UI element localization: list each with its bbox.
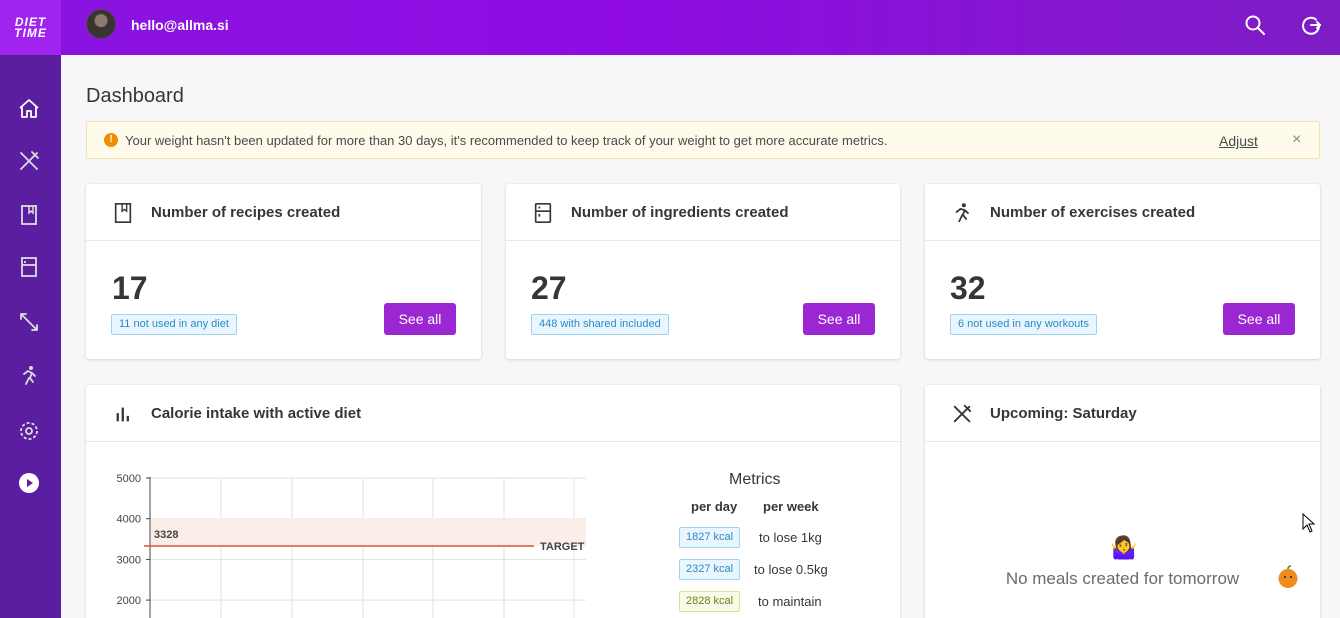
card-header: Upcoming: Saturday [925,385,1320,442]
card-header: Number of exercises created [925,184,1320,241]
ingredients-tag: 448 with shared included [531,314,669,335]
top-bar: DIET TIME hello@allma.si [0,0,1340,55]
exercises-tag: 6 not used in any workouts [950,314,1097,335]
alert-text: Your weight hasn't been updated for more… [125,133,888,148]
running-icon [955,203,969,223]
target-band [150,518,586,547]
target-value-label: 3328 [154,529,178,541]
y-ticks: 5000 4000 3000 2000 [117,473,150,607]
mouse-cursor-icon [1302,513,1316,533]
goal-text: to lose 1kg [759,530,822,545]
empty-meals-text: No meals created for tomorrow [1005,569,1240,588]
exercises-count: 32 [950,270,986,306]
weight-alert: ! Your weight hasn't been updated for mo… [86,121,1320,159]
gear-icon[interactable] [17,419,41,443]
close-icon[interactable]: × [1292,131,1302,148]
logo-line-1: DIET [14,14,47,29]
see-all-exercises-button[interactable]: See all [1223,303,1295,335]
card-title: Number of recipes created [151,204,341,221]
chart-grid [150,477,586,618]
utensils-icon [953,404,972,423]
card-title: Number of ingredients created [571,204,789,221]
app-logo[interactable]: DIET TIME [0,0,61,55]
calorie-card: Calorie intake with active diet 5000 4000… [86,385,900,618]
bar-chart-icon [116,407,129,422]
shrug-emoji: 🤷‍♀️ [1110,535,1138,560]
metrics-title: Metrics [729,471,781,488]
home-icon[interactable] [17,97,41,121]
target-name-label: TARGET [540,541,585,553]
kcal-tag: 1827 kcal [679,527,741,548]
recipes-count: 17 [112,270,148,306]
kcal-tag: 2327 kcal [679,559,741,580]
book-icon[interactable] [17,203,41,227]
card-title: Calorie intake with active diet [151,405,362,422]
logo-line-2: TIME [14,25,47,40]
adjust-link[interactable]: Adjust [1219,133,1258,149]
upcoming-card: Upcoming: Saturday 🤷‍♀️ No meals created… [925,385,1320,618]
exercises-card: Number of exercises created 32 6 not use… [925,184,1320,359]
utensils-icon[interactable] [17,149,41,173]
search-icon[interactable] [1243,13,1267,37]
orange-icon[interactable] [1276,565,1300,589]
sidebar [0,55,61,618]
page-title: Dashboard [86,85,184,107]
see-all-ingredients-button[interactable]: See all [803,303,875,335]
ingredients-card: Number of ingredients created 27 448 wit… [506,184,900,359]
warning-icon: ! [104,133,118,147]
per-day-header: per day [691,499,738,514]
y-tick-label: 3000 [117,554,141,566]
play-icon[interactable] [17,471,41,495]
recipes-card: Number of recipes created 17 11 not used… [86,184,481,359]
recipes-tag: 11 not used in any diet [111,314,237,335]
y-tick-label: 4000 [117,514,141,526]
card-title: Upcoming: Saturday [990,405,1137,422]
card-header: Number of ingredients created [506,184,900,241]
see-all-recipes-button[interactable]: See all [384,303,456,335]
fridge-icon [534,203,552,223]
y-tick-label: 5000 [117,473,141,485]
fridge-icon[interactable] [17,255,41,279]
card-header: Number of recipes created [86,184,481,241]
kcal-tag: 2828 kcal [679,591,741,612]
avatar[interactable] [86,9,116,39]
card-header: Calorie intake with active diet [86,385,900,442]
y-tick-label: 2000 [117,595,141,607]
per-week-header: per week [763,499,819,514]
expand-icon[interactable] [17,310,41,334]
calorie-chart: 5000 4000 3000 2000 3328 TARGET [117,473,586,618]
logout-icon[interactable] [1299,13,1323,37]
running-icon[interactable] [17,364,41,388]
goal-text: to maintain [758,594,822,609]
user-email: hello@allma.si [131,17,229,33]
ingredients-count: 27 [531,270,567,306]
book-icon [114,203,132,223]
goal-text: to lose 0.5kg [754,562,828,577]
card-title: Number of exercises created [990,204,1196,221]
